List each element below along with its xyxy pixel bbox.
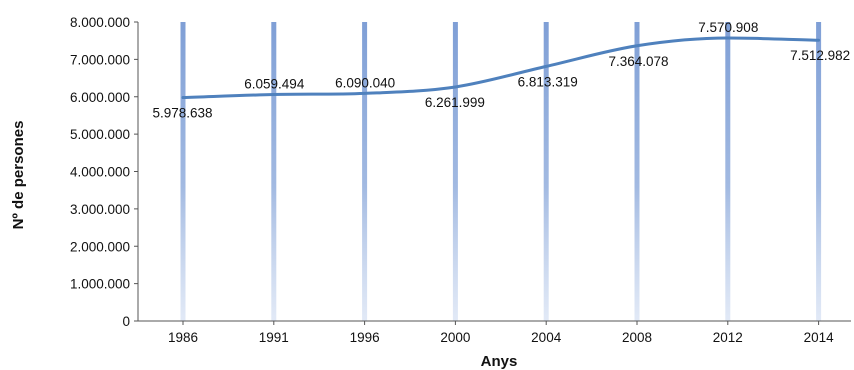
gridbar-2004 [543,22,549,321]
data-label-2014: 7.512.982 [790,48,850,63]
x-axis-title: Anys [481,353,518,370]
x-tick-label: 2012 [713,330,743,345]
y-tick-label: 0 [122,314,130,329]
gridbar-2008 [634,22,640,321]
y-tick-label: 7.000.000 [70,52,130,67]
y-axis-title: Nº de persones [10,121,27,230]
axes [137,22,851,322]
data-point-2004 [545,65,547,67]
data-label-2012: 7.570.908 [698,20,758,35]
x-tick-label: 2000 [440,330,470,345]
x-tick-label: 1991 [259,330,289,345]
x-tick-label: 1986 [168,330,198,345]
data-label-1991: 6.059.494 [244,77,305,92]
y-tick-label: 3.000.000 [70,202,130,217]
gridbar-1991 [271,22,277,321]
x-tick-label: 2014 [804,330,835,345]
x-tick-label: 1996 [350,330,380,345]
x-tick-label: 2004 [531,330,562,345]
gridbar-2014 [816,22,822,321]
data-labels: 5.978.638 6.059.494 6.090.040 6.261.999 6.81… [152,20,850,121]
y-tick-label: 5.000.000 [70,127,130,142]
y-axis-ticks: 0 1.000.000 2.000.000 3.000.000 4.000.000 5.0… [70,15,138,329]
vertical-gridbars [180,22,822,321]
y-tick-label: 2.000.000 [70,239,130,254]
y-tick-label: 6.000.000 [70,90,130,105]
data-label-1996: 6.090.040 [335,75,395,90]
data-label-1986: 5.978.638 [152,106,212,121]
gridbar-1996 [362,22,368,321]
data-point-2008 [636,45,638,47]
data-point-1986 [182,97,184,99]
series-line [181,36,821,100]
y-tick-label: 1.000.000 [70,277,130,292]
data-point-2000 [454,86,456,88]
gridbar-2000 [452,22,458,321]
gridbar-1986 [180,22,186,321]
data-point-2014 [818,39,820,41]
data-point-2012 [727,37,729,39]
x-tick-label: 2008 [622,330,652,345]
data-point-1991 [273,94,275,96]
data-point-1996 [364,92,366,94]
gridbar-2012 [725,22,731,321]
data-label-2004: 6.813.319 [518,74,578,89]
y-tick-label: 4.000.000 [70,165,130,180]
data-label-2000: 6.261.999 [425,95,485,110]
data-label-2008: 7.364.078 [608,54,668,69]
series-path [181,36,821,100]
y-tick-label: 8.000.000 [70,15,130,30]
x-axis-ticks: 1986 1991 1996 2000 2004 2008 2012 2014 [168,321,834,345]
